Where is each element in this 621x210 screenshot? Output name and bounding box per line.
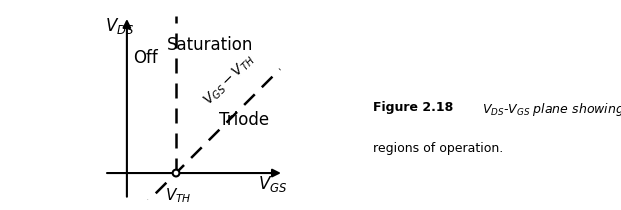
Text: $V_{GS}$: $V_{GS}$ bbox=[258, 174, 288, 194]
Text: Off: Off bbox=[134, 49, 158, 67]
Text: $V_{DS}$-$V_{GS}$ plane showing: $V_{DS}$-$V_{GS}$ plane showing bbox=[482, 101, 621, 118]
Text: Figure 2.18: Figure 2.18 bbox=[373, 101, 453, 114]
Text: regions of operation.: regions of operation. bbox=[373, 142, 503, 155]
Text: $V_{DS}$: $V_{DS}$ bbox=[105, 16, 134, 36]
Text: Saturation: Saturation bbox=[167, 35, 253, 54]
Text: $V_{TH}$: $V_{TH}$ bbox=[165, 186, 191, 205]
Text: Triode: Triode bbox=[219, 111, 269, 129]
Text: $V_{GS} - V_{TH}$: $V_{GS} - V_{TH}$ bbox=[200, 51, 258, 109]
Circle shape bbox=[173, 170, 179, 176]
